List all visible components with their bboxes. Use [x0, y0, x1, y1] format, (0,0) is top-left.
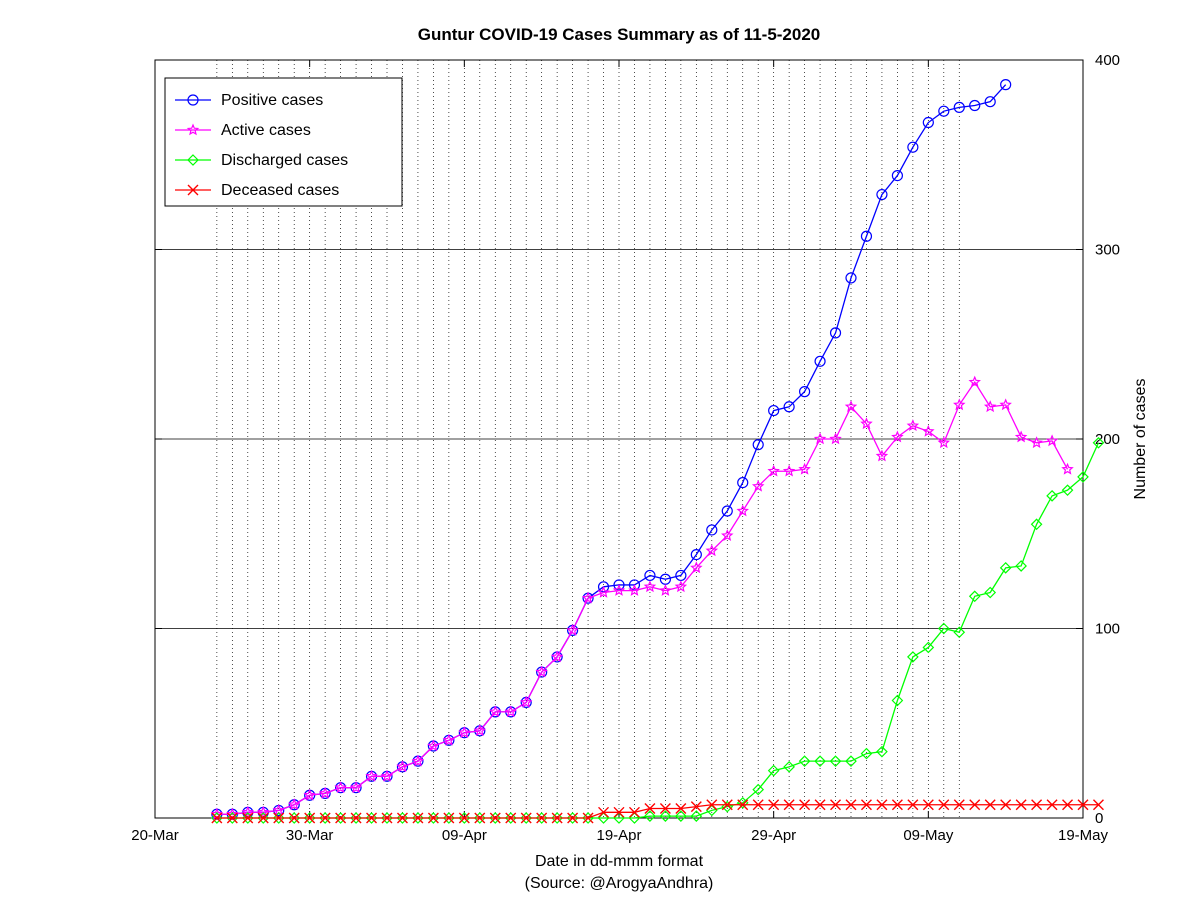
svg-text:Date in dd-mmm format: Date in dd-mmm format: [535, 853, 704, 870]
svg-text:19-Apr: 19-Apr: [596, 827, 641, 844]
svg-text:20-Mar: 20-Mar: [131, 827, 179, 844]
svg-text:Deceased cases: Deceased cases: [221, 182, 339, 199]
svg-text:100: 100: [1095, 621, 1120, 638]
chart-container: 0 100 200 300 400 20-Mar 30-Mar 09-Apr 19-Apr 29-…: [0, 0, 1200, 898]
svg-text:09-May: 09-May: [903, 827, 954, 844]
covid-line-chart: 0 100 200 300 400 20-Mar 30-Mar 09-Apr 19-Apr 29-…: [0, 0, 1200, 898]
svg-text:Positive cases: Positive cases: [221, 92, 323, 109]
svg-text:09-Apr: 09-Apr: [442, 827, 487, 844]
svg-text:19-May: 19-May: [1058, 827, 1109, 844]
svg-text:200: 200: [1095, 431, 1120, 448]
svg-text:Number of cases: Number of cases: [1132, 379, 1149, 500]
svg-text:29-Apr: 29-Apr: [751, 827, 796, 844]
svg-text:(Source: @ArogyaAndhra): (Source: @ArogyaAndhra): [525, 875, 714, 892]
legend: Positive cases Active cases Discharged cas…: [165, 78, 402, 206]
svg-text:Active cases: Active cases: [221, 122, 311, 139]
svg-text:Guntur COVID-19 Cases Summary: Guntur COVID-19 Cases Summary as of 11-5…: [418, 25, 821, 44]
svg-text:300: 300: [1095, 242, 1120, 259]
svg-text:0: 0: [1095, 810, 1103, 827]
svg-text:Discharged cases: Discharged cases: [221, 152, 348, 169]
svg-text:400: 400: [1095, 52, 1120, 69]
svg-text:30-Mar: 30-Mar: [286, 827, 334, 844]
